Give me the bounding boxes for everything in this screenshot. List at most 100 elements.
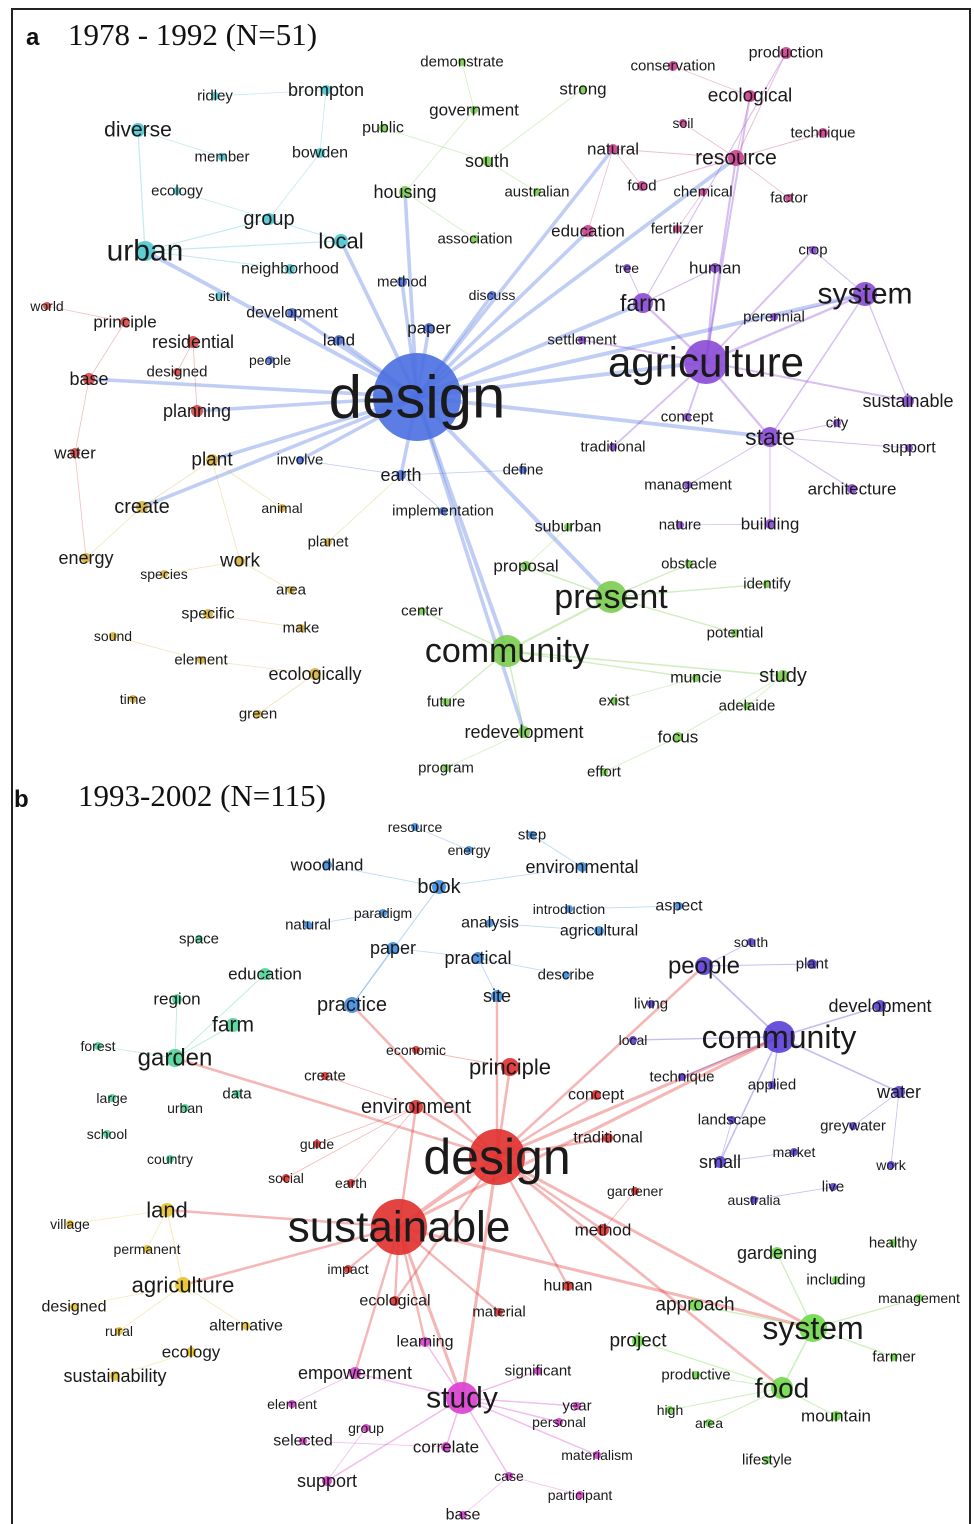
node-sustainable	[902, 395, 914, 407]
node-identify	[763, 580, 771, 588]
label-book: book	[417, 876, 461, 898]
label-method: method	[575, 1221, 632, 1240]
label-principle: principle	[469, 1055, 551, 1080]
node-including	[832, 1276, 840, 1284]
edge-water-energy	[74, 452, 87, 559]
label-principle: principle	[93, 313, 156, 332]
label-design: design	[423, 1129, 570, 1185]
node-natural	[608, 144, 618, 154]
node-designed	[70, 1303, 78, 1311]
node-aspect	[675, 902, 683, 910]
edge-farm-production	[642, 52, 787, 304]
label-plant: plant	[191, 450, 233, 471]
label-people: people	[249, 352, 291, 368]
node-animal	[278, 504, 286, 512]
label-nature: nature	[659, 517, 702, 534]
node-create	[321, 1072, 329, 1080]
edge-resource-food	[641, 157, 737, 187]
panel-b-edges	[69, 826, 920, 1516]
node-bowden	[315, 148, 325, 158]
label-south: south	[734, 934, 768, 950]
label-base: base	[69, 369, 108, 389]
edge-food-area	[708, 1387, 783, 1424]
node-approach	[689, 1299, 701, 1311]
label-effort: effort	[587, 764, 622, 781]
node-south	[482, 156, 492, 166]
node-obstacle	[685, 560, 693, 568]
edge-sustainable-study	[397, 1226, 464, 1399]
node-planet	[324, 538, 332, 546]
edge-community-study	[506, 650, 784, 677]
edge-study-materialism	[461, 1397, 598, 1456]
node-local	[629, 1036, 637, 1044]
label-case: case	[494, 1468, 524, 1484]
label-building: building	[741, 515, 800, 534]
node-urban	[135, 241, 155, 261]
edge-people-plant	[703, 963, 813, 967]
label-food: food	[627, 178, 656, 195]
label-personal: personal	[532, 1414, 586, 1430]
node-project	[632, 1335, 644, 1347]
node-economic	[412, 1046, 420, 1054]
node-region	[172, 994, 182, 1004]
label-landscape: landscape	[698, 1112, 766, 1129]
node-soil	[679, 119, 687, 127]
label-local: local	[619, 1032, 648, 1048]
node-alternative	[242, 1322, 250, 1330]
edge-sustainable-system	[398, 1225, 814, 1330]
label-time: time	[120, 691, 147, 707]
node-permanent	[143, 1245, 151, 1253]
label-correlate: correlate	[413, 1438, 479, 1457]
node-residential	[187, 336, 199, 348]
node-earth	[396, 470, 406, 480]
node-human	[710, 263, 720, 273]
label-study: study	[426, 1382, 498, 1415]
node-community	[491, 635, 523, 667]
label-diverse: diverse	[104, 119, 172, 142]
label-year: year	[562, 1398, 591, 1415]
label-project: project	[609, 1331, 667, 1352]
label-create: create	[304, 1068, 346, 1085]
node-discuss	[488, 291, 496, 299]
node-world	[43, 302, 51, 310]
edge-introduction-aspect	[568, 905, 680, 910]
edge-agriculture-designed	[73, 1284, 184, 1308]
edge-community-muncie	[506, 650, 697, 679]
label-concept: concept	[661, 409, 714, 426]
edge-chemical-fertilizer	[676, 191, 704, 230]
label-empowerment: empowerment	[298, 1363, 412, 1383]
node-sustainable	[371, 1199, 427, 1255]
edge-urban-neighborhood	[144, 250, 291, 270]
node-strong	[579, 85, 587, 93]
edge-element-ecologically	[200, 659, 316, 675]
node-farm	[633, 293, 653, 313]
panel-a-letter: a	[26, 24, 40, 51]
edge-empowerment-element	[291, 1372, 356, 1405]
label-suit: suit	[208, 288, 230, 304]
label-planet: planet	[308, 534, 350, 551]
label-water: water	[876, 1082, 921, 1102]
edge-resource-technique	[735, 132, 824, 159]
edge-system-sustainable	[864, 293, 909, 402]
node-demonstrate	[458, 58, 466, 66]
edge-planet-earth	[327, 474, 402, 543]
label-support: support	[297, 1471, 357, 1491]
label-crop: crop	[798, 242, 827, 259]
edge-community-development	[778, 1005, 881, 1038]
edge-design-study	[460, 1156, 499, 1399]
edge-design-resource	[415, 156, 738, 399]
label-element: element	[267, 1396, 317, 1412]
label-concept: concept	[568, 1087, 625, 1104]
label-ecological: ecological	[708, 86, 793, 107]
node-work	[887, 1161, 895, 1169]
label-factor: factor	[770, 190, 808, 207]
node-land	[334, 335, 344, 345]
node-agriculture	[684, 340, 728, 384]
label-base: base	[446, 1507, 481, 1524]
edge-present-potential	[610, 596, 736, 634]
edge-agriculture-rural	[118, 1284, 184, 1332]
node-people	[266, 356, 274, 364]
node-local	[334, 234, 348, 248]
node-human	[563, 1281, 573, 1291]
